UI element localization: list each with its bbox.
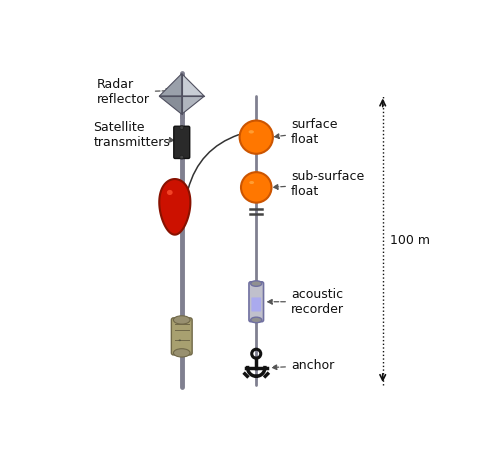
FancyBboxPatch shape: [249, 282, 264, 322]
Text: Radar
reflector: Radar reflector: [97, 78, 171, 106]
Polygon shape: [182, 96, 204, 114]
Polygon shape: [160, 179, 190, 234]
FancyBboxPatch shape: [172, 318, 192, 355]
Polygon shape: [159, 96, 182, 114]
Ellipse shape: [249, 181, 254, 184]
FancyBboxPatch shape: [252, 297, 261, 311]
Ellipse shape: [167, 190, 172, 195]
Ellipse shape: [174, 349, 190, 357]
Text: 100 m: 100 m: [390, 234, 430, 247]
Ellipse shape: [248, 130, 254, 134]
Text: acoustic
recorder: acoustic recorder: [268, 288, 344, 316]
Circle shape: [240, 121, 273, 154]
Ellipse shape: [180, 126, 184, 130]
FancyArrowPatch shape: [188, 135, 238, 189]
Ellipse shape: [174, 316, 190, 324]
Ellipse shape: [180, 155, 184, 159]
Circle shape: [241, 172, 272, 202]
Text: sub-surface
float: sub-surface float: [274, 170, 364, 198]
Text: Satellite
transmitters: Satellite transmitters: [94, 122, 174, 149]
Ellipse shape: [250, 281, 262, 286]
FancyBboxPatch shape: [174, 126, 190, 158]
Text: surface
float: surface float: [274, 118, 338, 146]
Ellipse shape: [250, 317, 262, 323]
Text: anchor: anchor: [272, 360, 334, 372]
Polygon shape: [159, 74, 182, 96]
Polygon shape: [182, 74, 204, 96]
Ellipse shape: [178, 339, 181, 341]
